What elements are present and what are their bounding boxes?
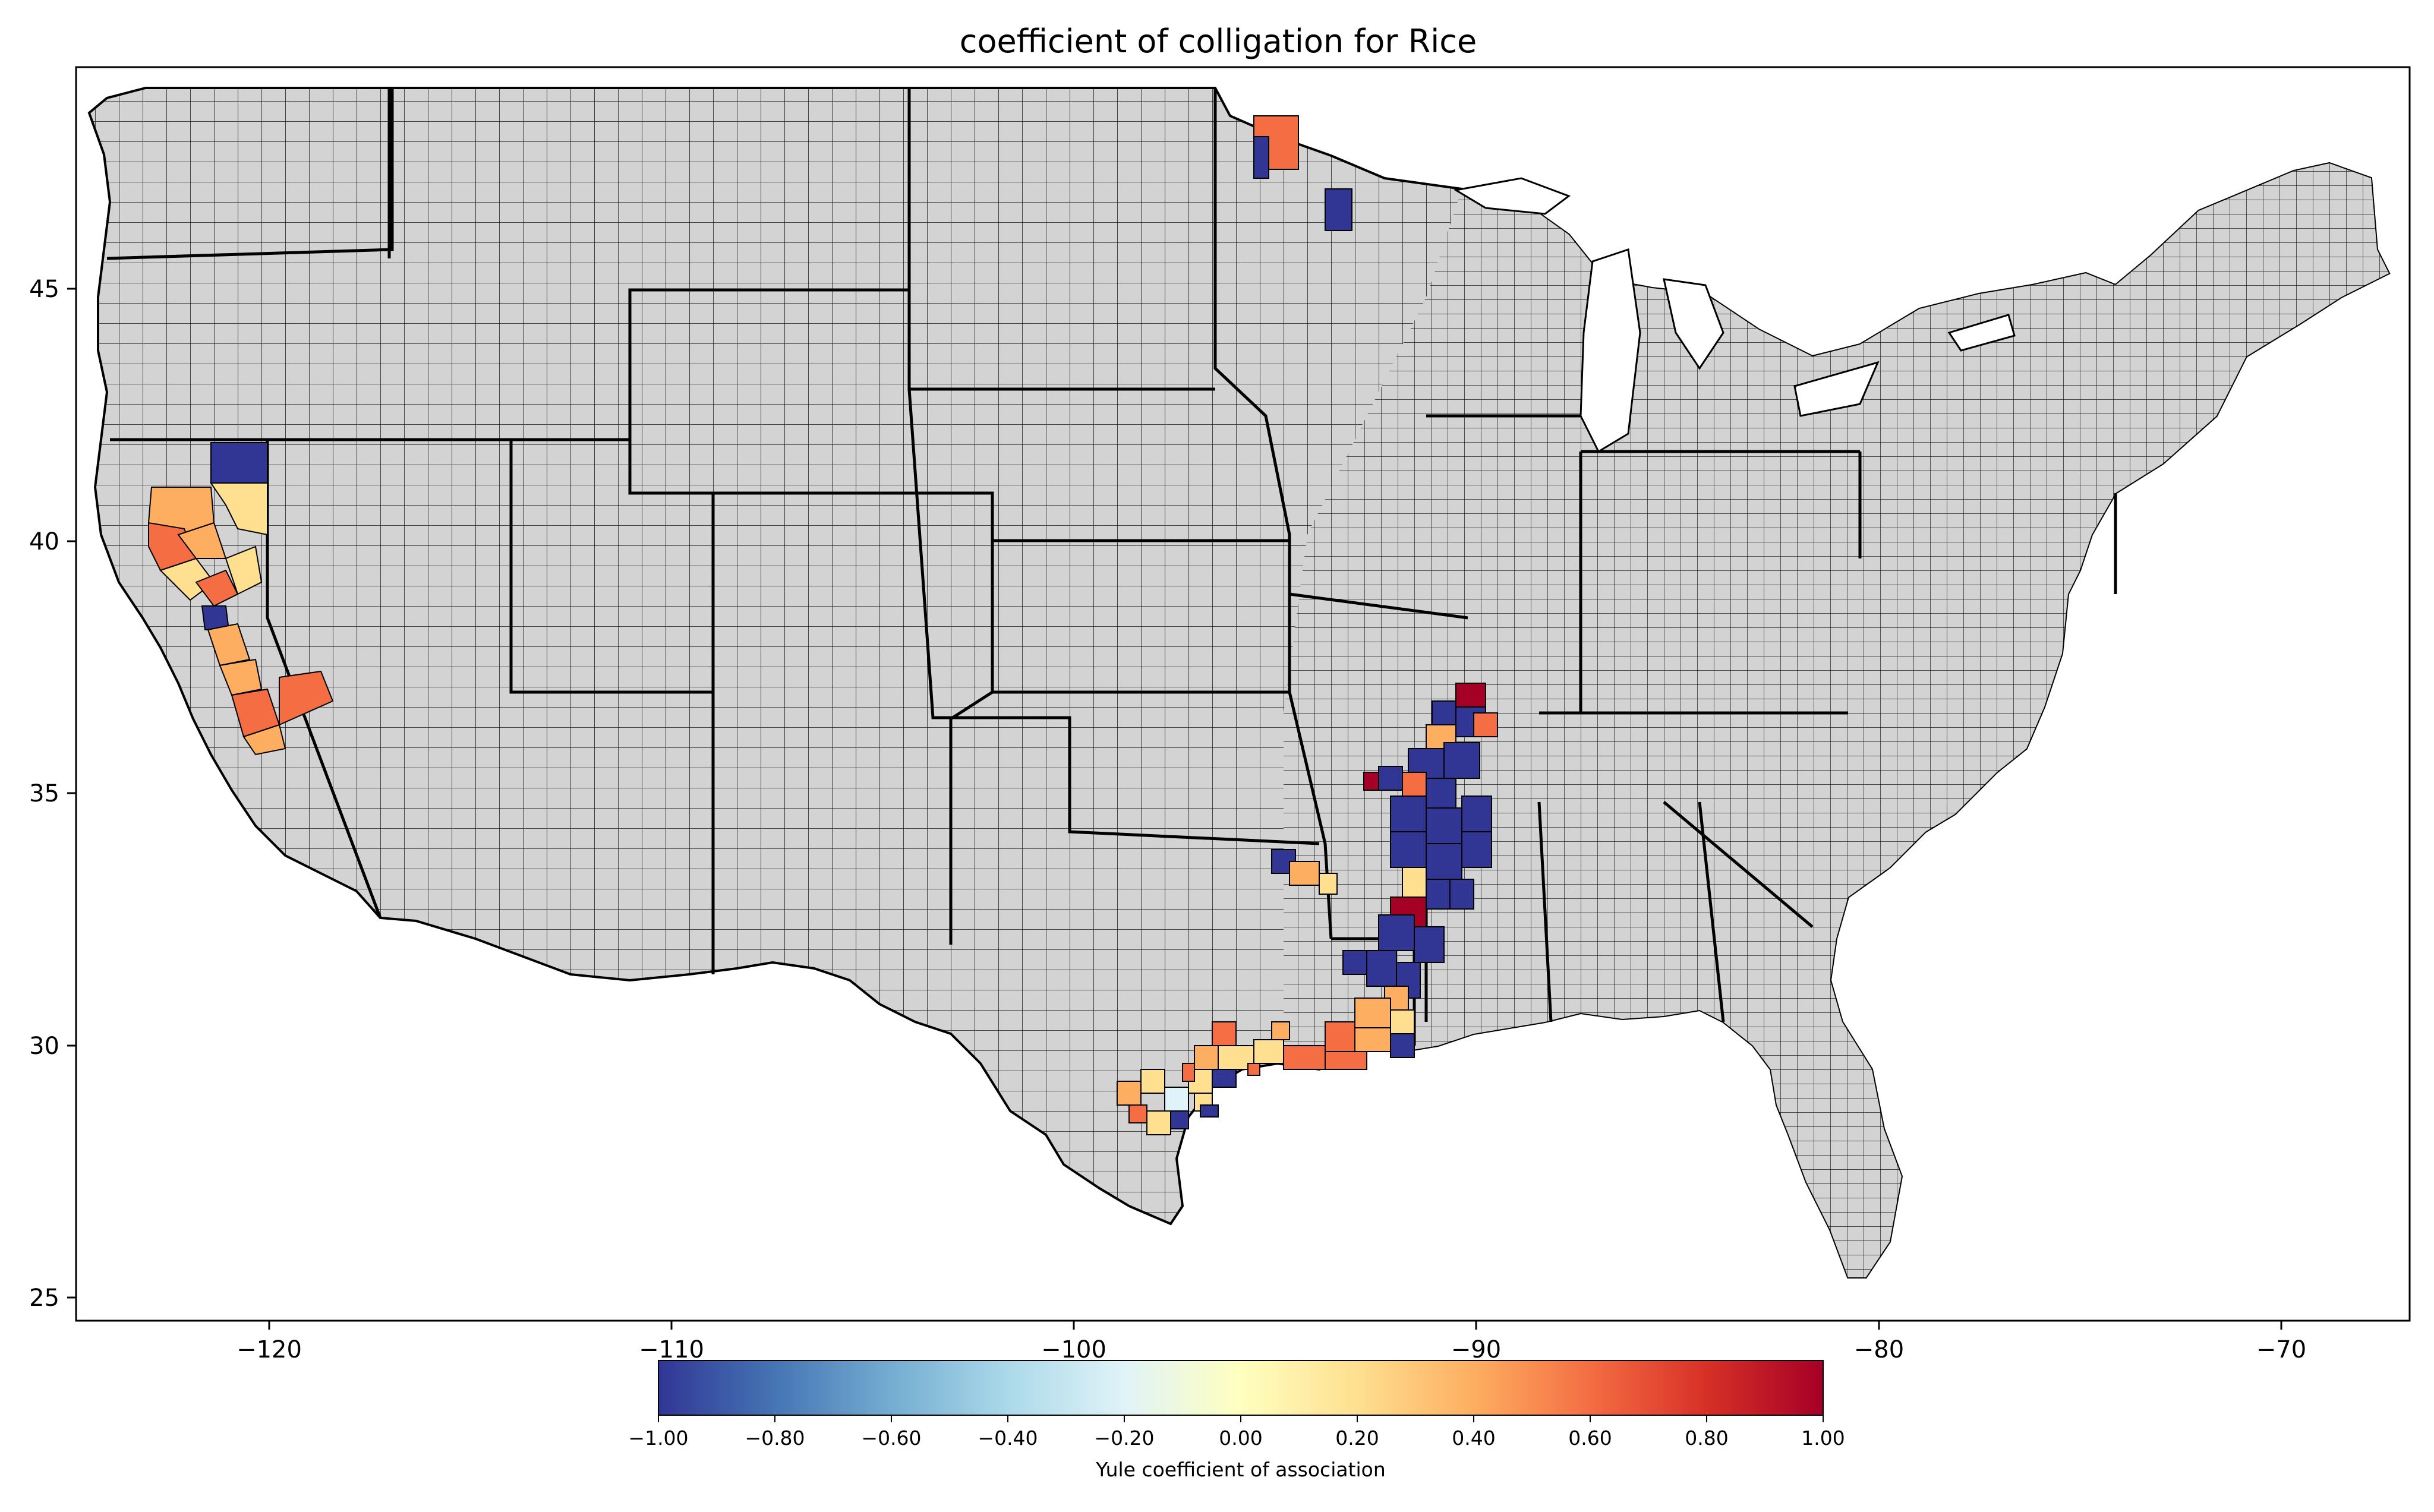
county-ca-north-pos	[210, 482, 268, 536]
county-gulf-3	[1325, 1021, 1355, 1052]
county-ca-valley-10	[242, 724, 286, 756]
colorbar-label: Yule coefficient of association	[1095, 1458, 1386, 1481]
county-delta-24	[1366, 950, 1397, 987]
county-delta-22	[1378, 914, 1415, 951]
county-delta-15	[1390, 831, 1427, 868]
x-tick-label: −80	[1854, 1336, 1904, 1363]
colorbar-gradient	[658, 1360, 1824, 1416]
x-tick-label: −120	[237, 1336, 302, 1363]
county-mn-neg-2	[1325, 188, 1352, 231]
x-axis: −120 −110 −100 −90 −80 −70	[237, 1321, 2306, 1363]
california-highlights	[147, 442, 334, 756]
colorbar-tick-label: 0.20	[1335, 1426, 1379, 1450]
county-gulf-12	[1212, 1021, 1237, 1046]
plot-frame	[75, 66, 2411, 1322]
county-ca-valley-9	[279, 670, 334, 726]
county-gulf-5	[1390, 1033, 1415, 1058]
x-tick-label: −110	[639, 1336, 704, 1363]
county-delta-10	[1363, 772, 1379, 791]
y-tick-label: 40	[29, 528, 59, 555]
eastern-counties	[1284, 163, 2389, 1277]
gulf-highlights	[1117, 998, 1415, 1135]
county-delta-16	[1426, 843, 1462, 880]
county-ca-valley-7	[219, 658, 263, 696]
y-tick-label: 25	[29, 1284, 59, 1312]
county-delta-5	[1473, 712, 1498, 737]
county-delta-7	[1443, 742, 1480, 779]
county-gulf-7	[1325, 1051, 1367, 1070]
colorbar-tick-label: 0.80	[1685, 1426, 1728, 1450]
y-tick-label: 35	[29, 780, 59, 807]
county-gulf-8	[1253, 1039, 1284, 1064]
county-delta-20	[1449, 879, 1474, 910]
county-delta-9	[1402, 772, 1427, 797]
county-gulf-23	[1117, 1081, 1142, 1106]
x-tick-label: −100	[1041, 1336, 1106, 1363]
county-gulf-10	[1271, 1021, 1290, 1040]
y-tick-label: 30	[29, 1033, 59, 1060]
county-mn-neg-1	[1253, 136, 1269, 179]
y-tick-label: 45	[29, 276, 59, 303]
county-gulf-6	[1283, 1045, 1326, 1070]
county-ca-north-neg	[210, 442, 268, 484]
county-delta-12	[1390, 796, 1427, 832]
colorbar-tick-label: 0.60	[1568, 1426, 1612, 1450]
county-gulf-22	[1140, 1069, 1165, 1094]
county-delta-11	[1426, 778, 1456, 809]
colorbar-tick-label: −1.00	[628, 1426, 688, 1450]
y-axis: 45 40 35 30 25	[29, 276, 76, 1312]
county-delta-2	[1432, 700, 1456, 725]
county-ca-valley-6	[207, 623, 251, 667]
county-gulf-19	[1146, 1110, 1171, 1135]
x-tick-label: −90	[1451, 1336, 1501, 1363]
colorbar-tick-label: −0.20	[1094, 1426, 1154, 1450]
county-gulf-14	[1247, 1063, 1260, 1076]
county-delta-18	[1402, 867, 1427, 898]
county-gulf-24	[1128, 1104, 1147, 1123]
great-lakes	[1453, 177, 2016, 453]
county-delta-8	[1378, 766, 1403, 791]
colorbar-tick-label: −0.80	[745, 1426, 805, 1450]
county-delta-17	[1461, 831, 1492, 868]
colorbar-tick-label: 0.40	[1452, 1426, 1495, 1450]
county-gulf-1	[1354, 998, 1391, 1028]
county-gulf-20	[1170, 1110, 1189, 1129]
colorbar-tick-label: 1.00	[1801, 1426, 1845, 1450]
colorbar-tick-label: −0.40	[978, 1426, 1038, 1450]
county-delta-30	[1319, 873, 1338, 895]
county-delta-13	[1426, 807, 1462, 844]
county-delta-29	[1289, 861, 1320, 886]
county-gulf-15	[1212, 1069, 1237, 1088]
county-delta-27	[1342, 950, 1367, 975]
x-tick-label: −70	[2256, 1336, 2306, 1363]
county-gulf-2	[1390, 1009, 1415, 1034]
map-title: coefficient of colligation for Rice	[960, 23, 1477, 60]
colorbar-tick-label: −0.60	[861, 1426, 921, 1450]
county-ca-valley-5	[225, 545, 263, 595]
county-gulf-17	[1164, 1087, 1189, 1112]
county-delta-14	[1461, 796, 1492, 832]
county-delta-1	[1455, 683, 1486, 708]
county-gulf-21	[1182, 1063, 1195, 1082]
county-delta-23	[1414, 926, 1445, 963]
colorbar-tick-label: 0.00	[1219, 1426, 1262, 1450]
county-gulf-13	[1194, 1045, 1219, 1070]
colorbar: −1.00 −0.80 −0.60 −0.40 −0.20 0.00 0.20 …	[628, 1360, 1845, 1481]
delta-highlights	[1271, 683, 1498, 1017]
county-gulf-25	[1200, 1104, 1219, 1118]
state-borders	[106, 88, 2117, 1046]
county-gulf-4	[1354, 1027, 1391, 1052]
minnesota-highlights	[1253, 115, 1352, 231]
